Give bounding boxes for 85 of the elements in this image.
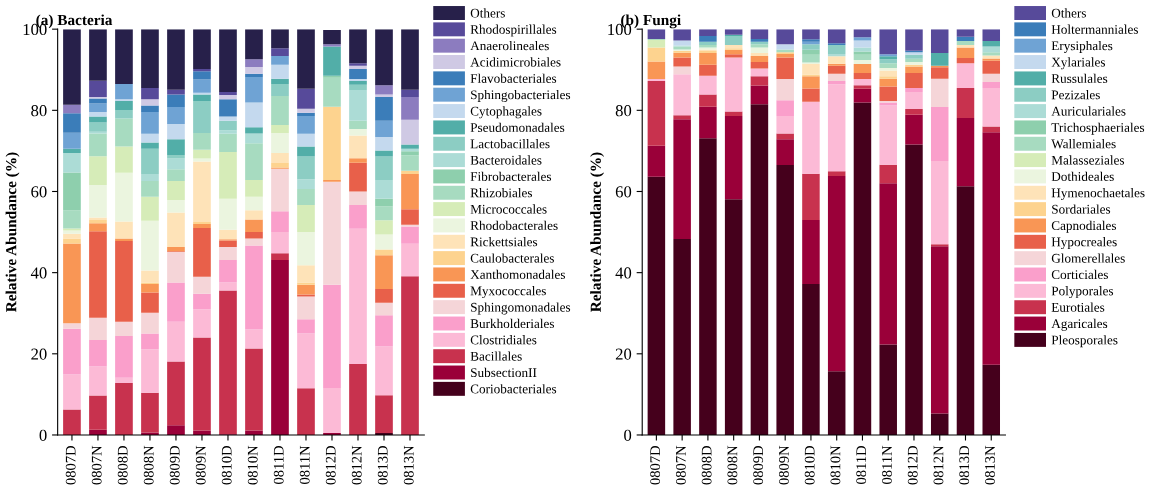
legend-label: Russulales	[1051, 73, 1108, 83]
x-tick-label: 0809D	[753, 445, 764, 485]
y-tick-label: 0	[624, 429, 632, 441]
legend-label: Caulobacterales	[470, 253, 554, 263]
legend-label: Rhodobacterales	[470, 220, 558, 230]
legend-label: Pleosporales	[1051, 335, 1118, 348]
legend-label: Hypocreales	[1051, 237, 1117, 250]
legend-label: Malasseziales	[1051, 155, 1125, 165]
legend-label: Cytophagales	[470, 106, 542, 119]
y-tick-label: 40	[30, 267, 47, 279]
legend-label: Anaerolineales	[470, 40, 549, 51]
legend-label: Myxococcales	[470, 286, 546, 299]
legend-label: Sordariales	[1052, 204, 1111, 214]
legend-label: Polyporales	[1051, 286, 1114, 299]
x-tick-label: 0807D	[65, 445, 76, 485]
legend-label: Glomerellales	[1051, 253, 1125, 263]
x-tick-label: 0812D	[907, 445, 918, 485]
legend-label: Capnodiales	[1051, 220, 1117, 233]
y-tick-label: 40	[615, 267, 632, 279]
legend-label: Clostridiales	[470, 335, 537, 345]
legend-label: Xylariales	[1051, 57, 1106, 70]
x-tick-label: 0810N	[830, 445, 841, 485]
x-tick-label: 0808D	[701, 445, 712, 485]
legend-label: Pezizales	[1051, 90, 1100, 100]
legend-label: Sphingobacteriales	[471, 89, 571, 102]
y-tick-label: 80	[615, 105, 632, 117]
x-tick-label: 0810D	[221, 445, 232, 485]
legend-label: Erysiphales	[1051, 40, 1113, 53]
x-tick-label: 0808N	[143, 445, 154, 485]
legend-label: Coriobacteriales	[470, 384, 557, 394]
legend-label: SubsectionII	[471, 367, 537, 378]
x-tick-label: 0812N	[351, 445, 362, 485]
legend-label: Sphingomonadales	[471, 302, 571, 315]
legend-label: Flavobacteriales	[470, 73, 557, 83]
legend-label: Dothideales	[1051, 171, 1114, 181]
x-tick-label: 0813D	[959, 445, 970, 485]
x-tick-label: 0807D	[650, 445, 661, 485]
x-tick-label: 0810D	[804, 445, 815, 485]
y-tick-label: 60	[31, 186, 47, 198]
x-tick-label: 0811D	[856, 445, 867, 484]
y-tick-label: 20	[615, 348, 632, 360]
legend-label: Bacillales	[470, 351, 522, 361]
legend-label: Corticiales	[1051, 269, 1108, 280]
legend-label: Auriculariales	[1051, 106, 1126, 116]
legend-label: Rhodospirillales	[470, 24, 557, 37]
legend-label: Rhizobiales	[470, 188, 533, 198]
legend-label: Xanthomonadales	[470, 269, 565, 279]
x-tick-label: 0809N	[778, 445, 789, 485]
x-tick-label: 0811N	[882, 445, 892, 484]
legend-label: Micrococcales	[470, 204, 547, 214]
x-tick-label: 0811D	[273, 445, 284, 484]
x-tick-label: 0809N	[195, 445, 206, 485]
x-tick-label: 0813N	[403, 445, 414, 485]
legend-label: Bacteroidales	[470, 155, 542, 165]
y-tick-label: 80	[31, 105, 47, 117]
legend-label: Agaricales	[1051, 318, 1108, 331]
legend-label: Holtermanniales	[1051, 24, 1138, 34]
x-tick-label: 0813D	[377, 445, 388, 485]
x-tick-label: 0811N	[299, 445, 310, 484]
legend-label: Wallemiales	[1051, 139, 1116, 149]
legend-label: Lactobacillales	[470, 139, 550, 149]
legend-label: Acidimicrobiales	[470, 57, 561, 67]
y-tick-label: 0	[39, 429, 47, 441]
x-tick-label: 0807N	[675, 445, 686, 485]
x-tick-label: 0813N	[985, 445, 995, 485]
x-tick-label: 0809D	[169, 445, 180, 485]
legend-label: Others	[470, 8, 505, 18]
x-tick-label: 0810N	[247, 445, 258, 485]
legend-label: Others	[1051, 8, 1086, 18]
legend-label: Fibrobacterales	[470, 171, 552, 181]
y-tick-label: 20	[31, 348, 47, 360]
x-tick-label: 0812D	[325, 445, 336, 485]
x-tick-label: 0807N	[91, 445, 102, 485]
x-tick-label: 0812N	[933, 445, 944, 485]
x-tick-label: 0808N	[727, 445, 738, 485]
y-axis-title: Relative Abundance (%)	[5, 152, 20, 313]
y-tick-label: 60	[615, 186, 632, 198]
legend-label: Eurotiales	[1051, 302, 1105, 312]
y-axis-title: Relative Abundance (%)	[590, 152, 605, 313]
x-tick-label: 0808D	[117, 445, 128, 485]
legend-label: Trichosphaeriales	[1051, 122, 1145, 135]
legend-label: Hymenochaetales	[1051, 188, 1145, 201]
legend-label: Pseudomonadales	[470, 122, 565, 132]
legend-label: Rickettsiales	[470, 237, 538, 247]
legend-label: Burkholderiales	[470, 318, 554, 329]
